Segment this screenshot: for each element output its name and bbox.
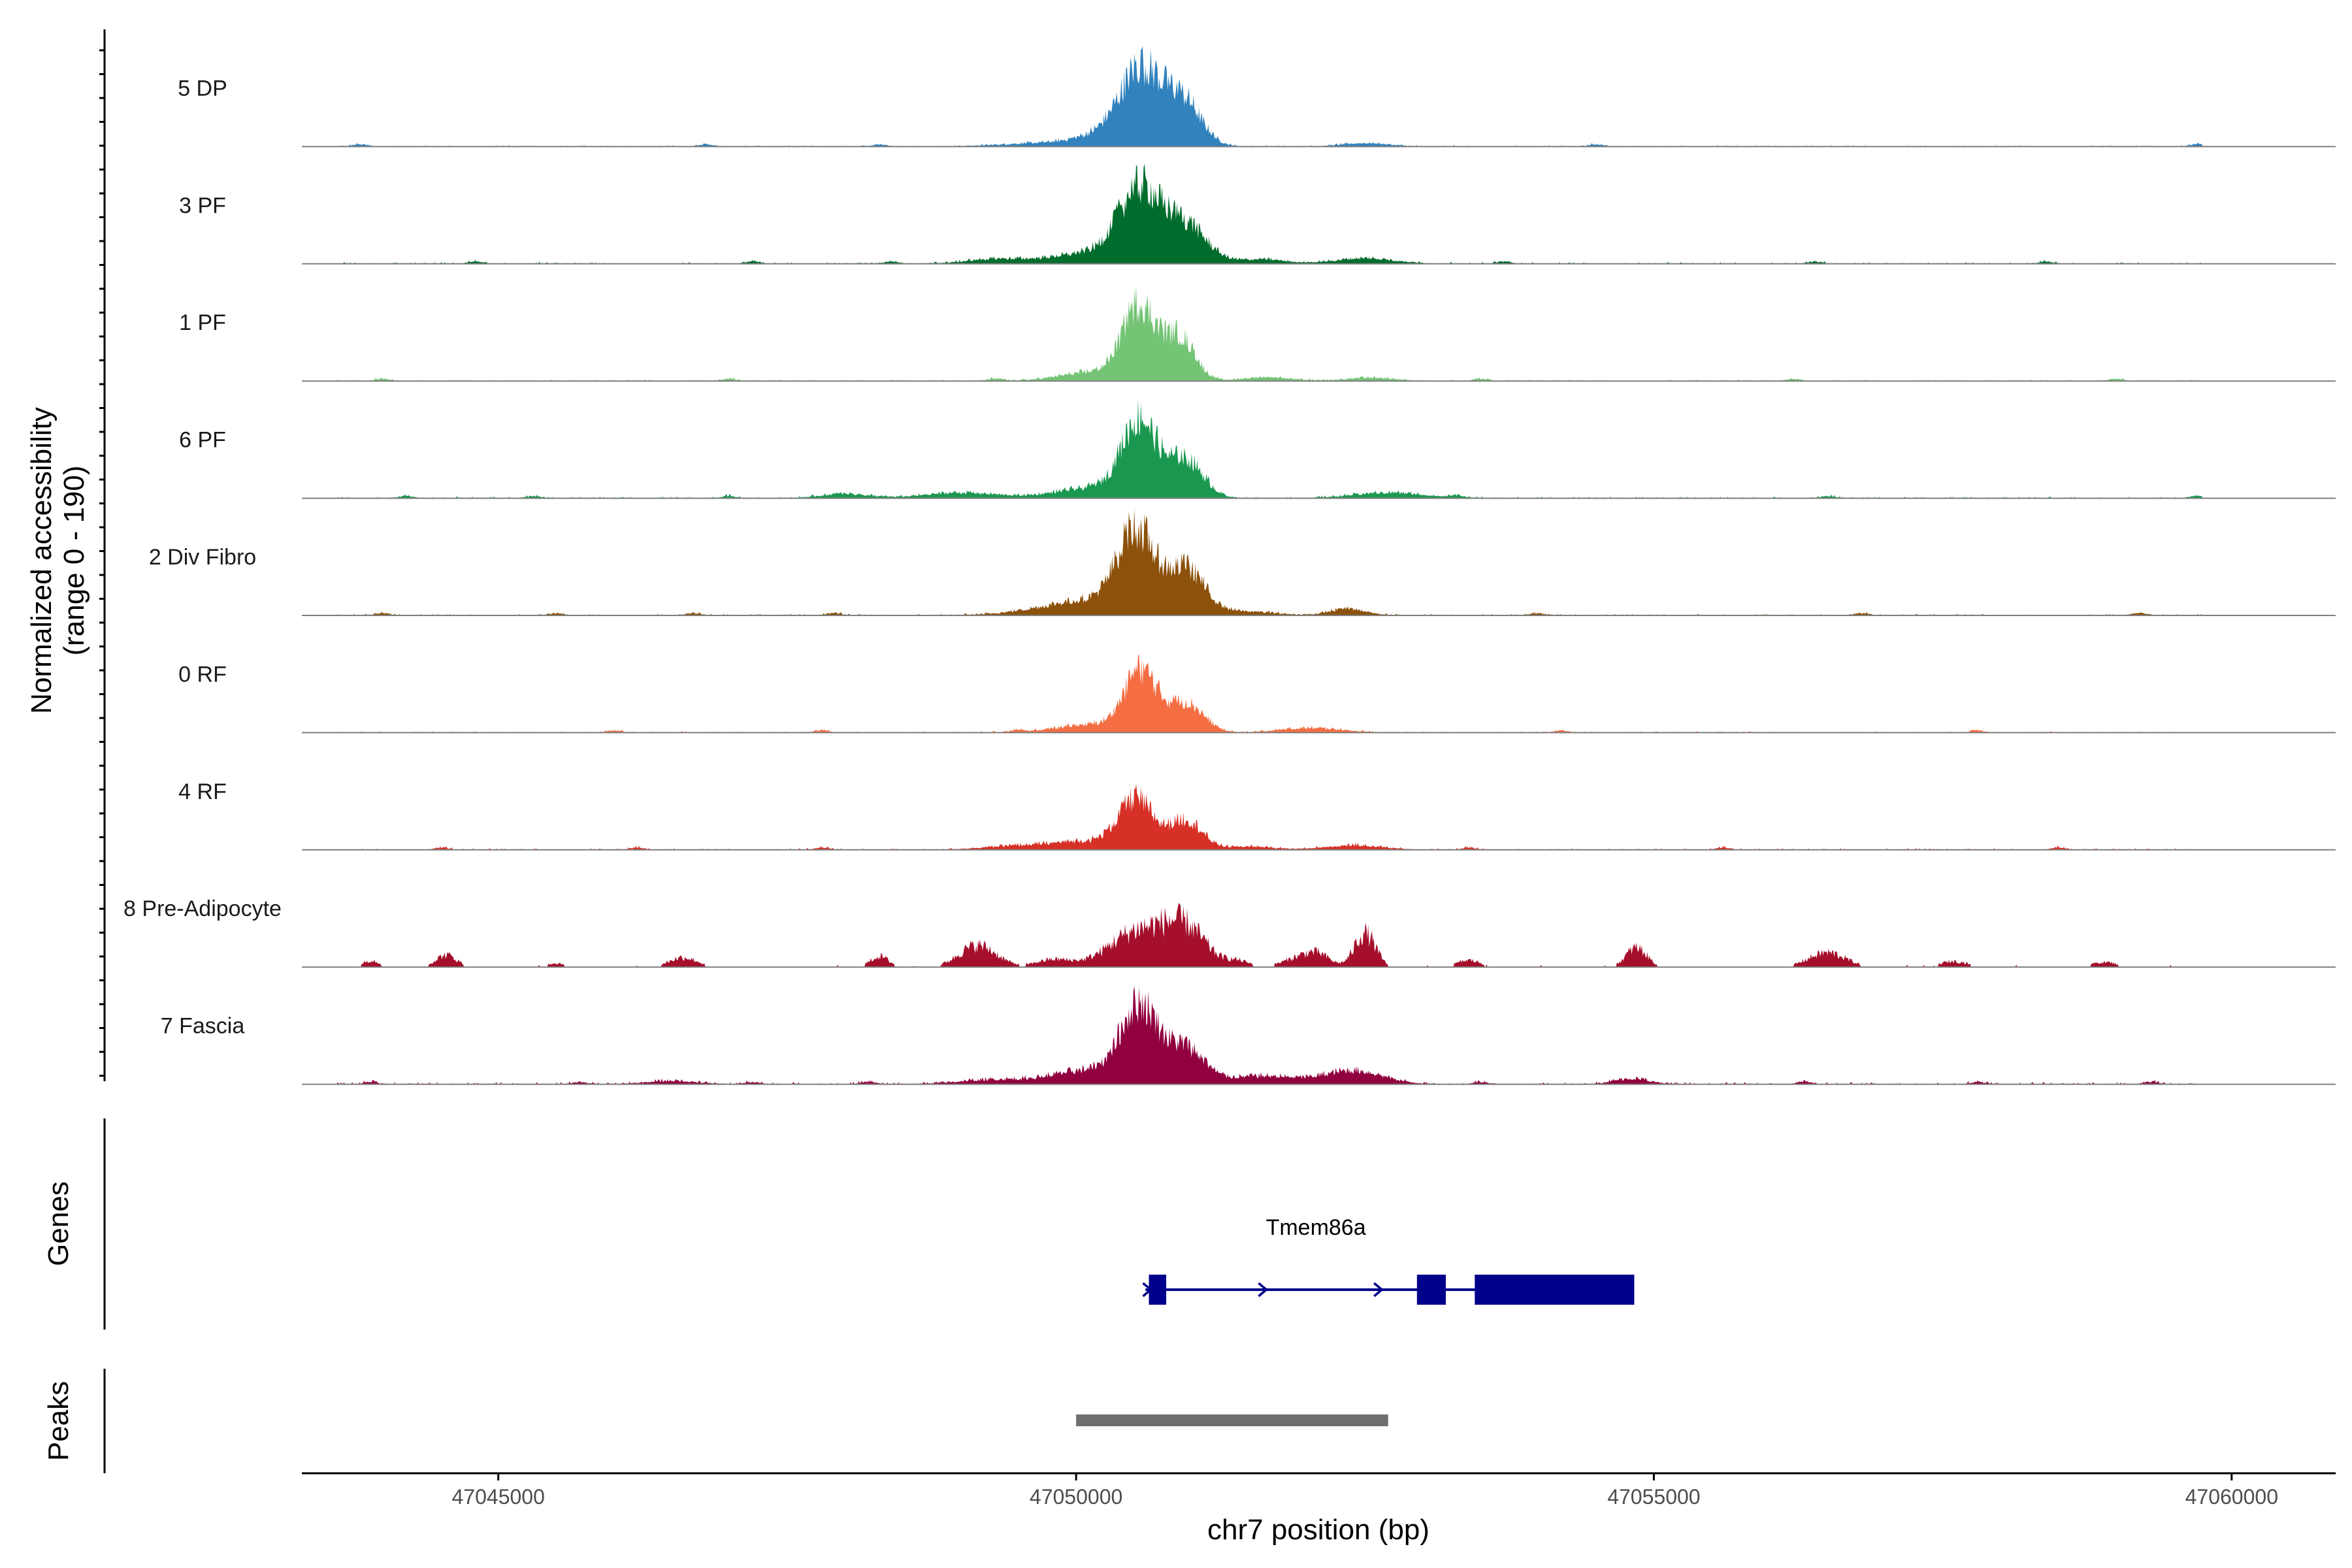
x-axis-ticks: 47045000 47050000 47055000 47060000 (452, 1473, 2278, 1509)
track-label: 0 RF (178, 662, 227, 687)
coverage-area (336, 784, 2203, 850)
coverage-area (336, 46, 2203, 147)
track-5-dp: 5 DP (178, 46, 2336, 148)
track-label: 5 DP (178, 76, 227, 101)
y-axis-title: Normalized accessibility (25, 407, 57, 713)
strand-arrow (1258, 1282, 1269, 1298)
exon (1475, 1275, 1635, 1305)
x-axis-title: chr7 position (bp) (1207, 1514, 1429, 1546)
coverage-area (336, 903, 2203, 968)
track-label: 8 Pre-Adipocyte (123, 896, 282, 921)
track-4-rf: 4 RF (178, 779, 2336, 851)
x-tick-label: 47050000 (1030, 1485, 1122, 1509)
track-8-pre-adipocyte: 8 Pre-Adipocyte (123, 896, 2336, 968)
coverage-tracks: 5 DP 3 PF 1 PF 6 PF 2 Div Fibro 0 RF 4 RF 8 Pre… (123, 46, 2336, 1085)
peak-regions (1076, 1414, 1388, 1426)
coverage-area (336, 985, 2203, 1085)
track-label: 4 RF (178, 779, 227, 804)
x-tick-label: 47045000 (452, 1485, 545, 1509)
y-axis-range: (range 0 - 190) (58, 465, 90, 655)
coverage-area (336, 653, 2203, 733)
coverage-area (336, 508, 2203, 615)
exon (1149, 1275, 1166, 1305)
track-7-fascia: 7 Fascia (161, 985, 2336, 1085)
track-0-rf: 0 RF (178, 653, 2336, 734)
track-6-pf: 6 PF (179, 399, 2336, 499)
track-1-pf: 1 PF (179, 286, 2336, 382)
x-tick-label: 47060000 (2185, 1485, 2278, 1509)
strand-arrow (1373, 1282, 1384, 1298)
coverage-area (336, 286, 2203, 382)
track-label: 3 PF (179, 193, 226, 218)
gene-name: Tmem86a (1266, 1215, 1366, 1240)
track-2-div-fibro: 2 Div Fibro (149, 508, 2336, 616)
x-tick-label: 47055000 (1607, 1485, 1700, 1509)
genes-label: Genes (42, 1181, 74, 1266)
y-axis-ticks (99, 49, 105, 1077)
peaks-label: Peaks (42, 1381, 74, 1461)
track-label: 7 Fascia (161, 1014, 245, 1039)
track-label: 6 PF (179, 428, 226, 453)
coverage-area (336, 163, 2203, 264)
peak-region (1076, 1414, 1388, 1426)
track-label: 1 PF (179, 310, 226, 335)
gene-model: Tmem86a (1142, 1215, 1635, 1305)
track-label: 2 Div Fibro (149, 545, 256, 570)
exon (1416, 1275, 1446, 1305)
coverage-area (336, 399, 2203, 498)
track-3-pf: 3 PF (179, 163, 2336, 265)
